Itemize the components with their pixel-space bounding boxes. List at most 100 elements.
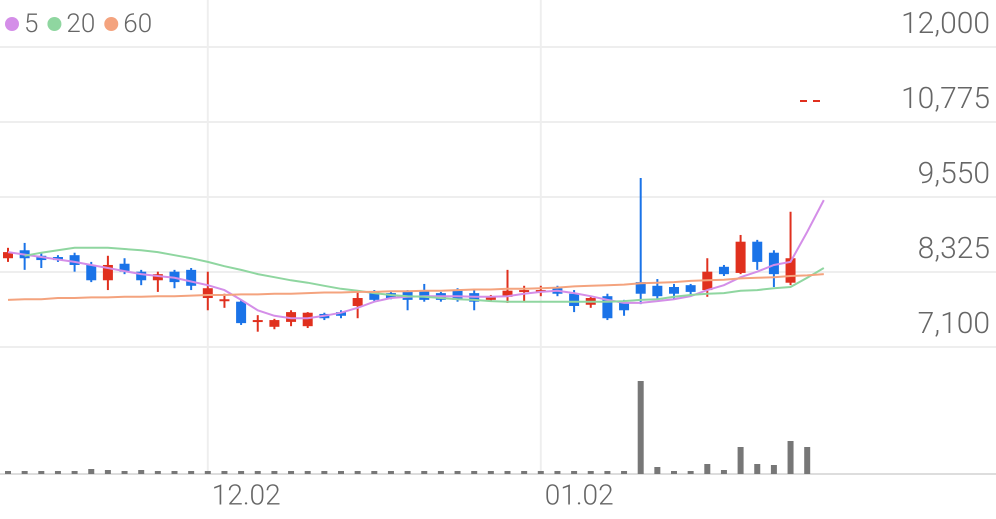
volume-bar	[354, 471, 361, 474]
volume-bar	[288, 471, 295, 474]
volume-bar	[188, 471, 195, 474]
volume-bar	[404, 471, 411, 474]
legend-dot	[5, 17, 19, 31]
candle-body	[369, 291, 380, 300]
volume-bar	[88, 469, 95, 474]
candle-body	[752, 241, 763, 262]
volume-bar	[371, 471, 378, 474]
volume-bar	[671, 471, 677, 474]
volume-bar	[654, 467, 661, 474]
volume-bar	[504, 471, 511, 474]
candle-body	[735, 241, 746, 273]
volume-bar	[487, 471, 494, 474]
volume-bar	[171, 471, 178, 474]
candle-body	[785, 258, 796, 283]
candle-body	[119, 263, 130, 272]
volume-bar	[737, 447, 744, 474]
candle-body	[569, 293, 580, 306]
candle-body	[219, 299, 230, 302]
candle-body	[269, 320, 280, 327]
volume-bar	[554, 471, 561, 474]
candle-body	[3, 252, 13, 259]
volume-bar	[138, 470, 145, 474]
y-tick-label: 12,000	[901, 6, 990, 41]
volume-bar	[471, 471, 478, 474]
volume-bar	[254, 471, 261, 474]
candle-body	[669, 287, 679, 294]
volume-bar	[154, 471, 161, 474]
y-tick-label: 7,100	[918, 306, 990, 341]
volume-bar	[321, 471, 328, 474]
volume-bar	[5, 471, 11, 474]
candle-body	[252, 320, 263, 323]
volume-bar	[521, 471, 528, 474]
candle-body	[485, 296, 496, 300]
candle-body	[718, 266, 729, 275]
candle-body	[635, 282, 646, 294]
candle-body	[768, 252, 779, 275]
candle-body	[236, 301, 247, 324]
candle-body	[336, 312, 346, 316]
volume-bar	[804, 447, 811, 474]
y-tick-label: 8,325	[918, 231, 990, 266]
candle-body	[619, 302, 630, 311]
y-tick-label: 10,775	[901, 81, 990, 116]
candle-body	[502, 290, 513, 297]
volume-bar	[437, 471, 444, 474]
volume-bar	[454, 471, 461, 474]
candle-body	[652, 285, 663, 297]
volume-bar	[271, 471, 278, 474]
x-tick-label: 12.02	[212, 478, 281, 511]
candle-body	[69, 255, 80, 265]
candle-body	[152, 274, 163, 281]
ma-line	[7, 273, 824, 301]
volume-bar	[704, 464, 711, 474]
volume-bar	[54, 471, 61, 474]
volume-bar	[754, 464, 761, 474]
candle-body	[519, 290, 530, 293]
volume-bar	[221, 471, 228, 474]
volume-bar	[720, 470, 727, 474]
volume-bar	[637, 381, 644, 474]
candle-body	[419, 290, 430, 300]
legend-dot	[104, 17, 119, 31]
volume-bar	[38, 471, 45, 474]
candle-body	[202, 288, 213, 299]
volume-bar	[21, 471, 28, 474]
volume-bar	[421, 471, 428, 474]
volume-bar	[787, 441, 794, 474]
volume-bar	[604, 471, 611, 474]
candle-body	[602, 296, 613, 319]
legend-label: 60	[123, 9, 152, 39]
volume-bar	[770, 465, 777, 474]
x-tick-label: 01.02	[545, 478, 614, 511]
candle-body	[302, 312, 313, 327]
candle-body	[186, 269, 197, 286]
volume-bar	[71, 471, 78, 474]
candle-body	[452, 290, 463, 300]
legend-dot	[47, 17, 62, 31]
candle-body	[102, 264, 113, 281]
volume-bar	[104, 470, 111, 474]
candle-body	[352, 298, 363, 306]
ma-line	[7, 199, 825, 320]
candle-body	[286, 312, 297, 322]
candle-body	[86, 264, 97, 281]
legend-label: 20	[66, 9, 95, 39]
volume-bar	[687, 471, 694, 474]
volume-bar	[537, 471, 544, 474]
y-tick-label: 9,550	[918, 156, 990, 191]
candle-body	[685, 285, 696, 292]
volume-bar	[571, 471, 578, 474]
volume-bar	[204, 471, 211, 474]
volume-bar	[304, 471, 311, 474]
ma-line	[24, 246, 825, 303]
volume-bar	[338, 471, 344, 474]
legend-label: 5	[24, 9, 38, 39]
volume-bar	[121, 471, 128, 474]
volume-bar	[238, 471, 245, 474]
volume-bar	[587, 471, 594, 474]
candle-body	[136, 271, 147, 281]
volume-bar	[621, 471, 628, 474]
